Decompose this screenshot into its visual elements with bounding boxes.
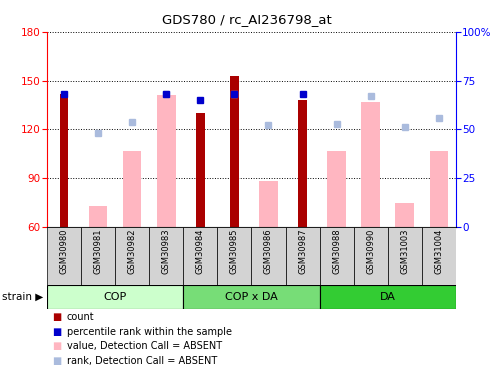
Bar: [354, 227, 388, 285]
Bar: [183, 227, 217, 285]
Bar: [285, 227, 319, 285]
Text: GSM30983: GSM30983: [162, 229, 171, 274]
Bar: [319, 285, 456, 309]
Text: GSM31004: GSM31004: [434, 229, 444, 274]
Bar: [327, 150, 346, 227]
Bar: [422, 227, 456, 285]
Bar: [259, 182, 278, 227]
Bar: [183, 285, 319, 309]
Text: GSM30988: GSM30988: [332, 229, 341, 274]
Text: COP: COP: [104, 292, 127, 302]
Bar: [251, 227, 285, 285]
Bar: [47, 285, 183, 309]
Text: COP x DA: COP x DA: [225, 292, 278, 302]
Text: percentile rank within the sample: percentile rank within the sample: [67, 327, 232, 337]
Text: GSM30986: GSM30986: [264, 229, 273, 274]
Bar: [60, 94, 68, 227]
Text: GSM30981: GSM30981: [94, 229, 103, 274]
Bar: [319, 227, 354, 285]
Bar: [217, 227, 251, 285]
Bar: [115, 227, 149, 285]
Text: value, Detection Call = ABSENT: value, Detection Call = ABSENT: [67, 341, 222, 351]
Text: ■: ■: [52, 356, 61, 366]
Text: GDS780 / rc_AI236798_at: GDS780 / rc_AI236798_at: [162, 13, 331, 26]
Bar: [361, 102, 380, 227]
Text: GSM30985: GSM30985: [230, 229, 239, 274]
Bar: [123, 150, 141, 227]
Text: DA: DA: [380, 292, 396, 302]
Bar: [89, 206, 107, 227]
Bar: [47, 227, 81, 285]
Bar: [149, 227, 183, 285]
Text: count: count: [67, 312, 94, 322]
Text: GSM30984: GSM30984: [196, 229, 205, 274]
Text: GSM30982: GSM30982: [128, 229, 137, 274]
Text: ■: ■: [52, 327, 61, 337]
Text: GSM30980: GSM30980: [59, 229, 69, 274]
Text: strain ▶: strain ▶: [2, 292, 44, 302]
Text: GSM30990: GSM30990: [366, 229, 375, 274]
Bar: [230, 76, 239, 227]
Text: GSM31003: GSM31003: [400, 229, 409, 274]
Text: GSM30987: GSM30987: [298, 229, 307, 274]
Bar: [298, 100, 307, 227]
Bar: [395, 202, 414, 227]
Bar: [81, 227, 115, 285]
Text: ■: ■: [52, 341, 61, 351]
Bar: [429, 150, 448, 227]
Bar: [388, 227, 422, 285]
Bar: [196, 113, 205, 227]
Bar: [157, 95, 176, 227]
Text: ■: ■: [52, 312, 61, 322]
Text: rank, Detection Call = ABSENT: rank, Detection Call = ABSENT: [67, 356, 217, 366]
